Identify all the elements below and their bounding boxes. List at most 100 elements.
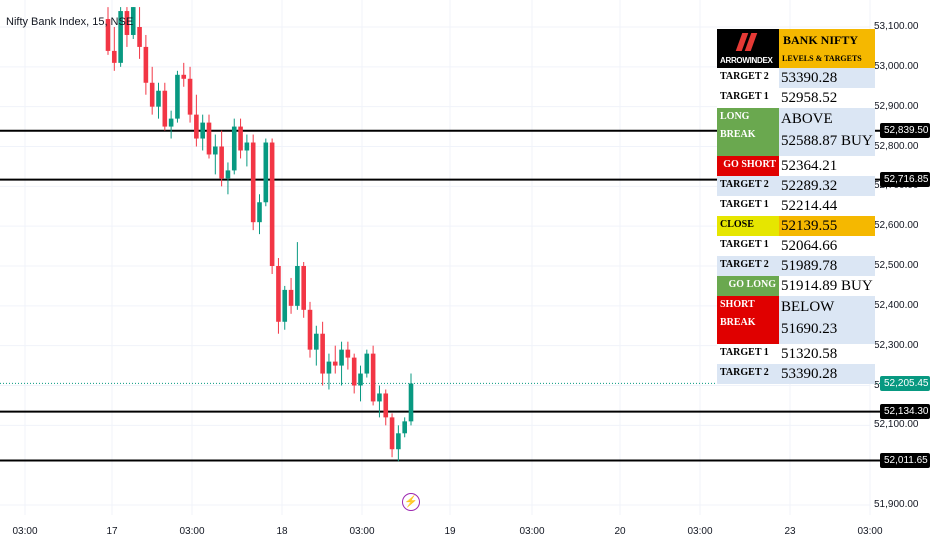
level-label: TARGET 2 xyxy=(717,364,779,384)
level-value: 52064.66 xyxy=(779,236,875,256)
table-header-box: BANK NIFTY LEVELS & TARGETS xyxy=(779,29,875,68)
x-tick-label: 03:00 xyxy=(857,526,883,537)
level-label: TARGET 2 xyxy=(717,68,779,88)
candle-body-36 xyxy=(332,361,338,366)
x-tick-label: 03:00 xyxy=(519,526,545,537)
level-value: 53390.28 xyxy=(779,68,875,88)
candle-body-37 xyxy=(339,349,344,366)
y-tick-label: 52,100.00 xyxy=(874,419,919,431)
candle-body-42 xyxy=(370,353,376,402)
x-tick-label: 18 xyxy=(276,526,288,537)
candles xyxy=(105,7,414,462)
lightning-icon[interactable]: ⚡ xyxy=(402,493,420,511)
table-title: BANK NIFTY xyxy=(783,33,859,47)
levels-row: CLOSE 52139.55 xyxy=(717,216,875,236)
price-label: 52,716.85 xyxy=(880,172,930,188)
grid-lines xyxy=(0,0,871,515)
candle-body-40 xyxy=(358,373,363,386)
level-value: 52958.52 xyxy=(779,88,875,108)
levels-row: TARGET 1 52214.44 xyxy=(717,196,875,216)
candle-body-0 xyxy=(105,19,111,51)
candle-body-22 xyxy=(244,142,250,151)
candle-body-38 xyxy=(345,349,351,358)
y-tick-label: 52,600.00 xyxy=(874,220,919,232)
levels-row: GO LONG 51914.89 BUY xyxy=(717,276,875,296)
level-label: TARGET 1 xyxy=(717,236,779,256)
levels-row: TARGET 2 51989.78 xyxy=(717,256,875,276)
levels-table: ARROWINDEX BANK NIFTY LEVELS & TARGETS T… xyxy=(717,29,875,384)
candle-body-35 xyxy=(326,361,332,374)
level-value: ABOVE 52588.87 BUY xyxy=(779,108,875,156)
candle-body-6 xyxy=(143,46,149,83)
levels-row: LONG BREAK ABOVE 52588.87 BUY xyxy=(717,108,875,156)
y-tick-label: 52,300.00 xyxy=(874,339,919,351)
levels-row: TARGET 2 52289.32 xyxy=(717,176,875,196)
candle-body-15 xyxy=(200,122,205,139)
level-label: CLOSE xyxy=(717,216,779,236)
levels-row: TARGET 1 52958.52 xyxy=(717,88,875,108)
candle-body-48 xyxy=(408,383,414,422)
candle-body-24 xyxy=(257,202,262,223)
level-label: GO LONG xyxy=(717,276,779,296)
level-value-line: 52588.87 BUY xyxy=(781,133,873,149)
level-value: 52364.21 SELL xyxy=(779,156,875,194)
level-label: SHORT BREAK xyxy=(717,296,779,344)
level-value: 51914.89 BUY xyxy=(779,276,875,296)
candle-body-9 xyxy=(162,90,168,127)
candle-body-44 xyxy=(383,393,389,418)
price-label: 52,134.30 xyxy=(880,404,930,420)
candle-body-18 xyxy=(219,146,224,179)
x-tick-label: 03:00 xyxy=(179,526,205,537)
level-value-line: BELOW xyxy=(781,299,835,315)
candle-body-2 xyxy=(118,11,123,63)
x-tick-label: 03:00 xyxy=(349,526,375,537)
candle-body-23 xyxy=(250,142,256,223)
y-tick-label: 52,800.00 xyxy=(874,140,919,152)
candle-body-17 xyxy=(213,146,218,155)
price-label: 52,011.65 xyxy=(880,453,930,469)
candle-body-3 xyxy=(124,11,130,35)
x-tick-label: 17 xyxy=(106,526,118,537)
candle-body-29 xyxy=(288,289,294,306)
candle-body-46 xyxy=(396,433,401,450)
candle-body-41 xyxy=(364,353,370,374)
levels-row: TARGET 1 52064.66 xyxy=(717,236,875,256)
levels-table-header: ARROWINDEX BANK NIFTY LEVELS & TARGETS xyxy=(717,29,875,68)
candle-body-31 xyxy=(301,266,306,310)
candle-body-26 xyxy=(269,142,275,266)
candle-body-45 xyxy=(389,417,395,450)
level-label: LONG BREAK xyxy=(717,108,779,156)
level-label: TARGET 1 xyxy=(717,196,779,216)
candle-body-21 xyxy=(238,126,243,151)
y-tick-label: 52,900.00 xyxy=(874,100,919,112)
candle-body-13 xyxy=(187,78,193,115)
candle-body-14 xyxy=(194,114,199,139)
candle-body-28 xyxy=(282,289,288,322)
candle-body-39 xyxy=(351,357,357,386)
level-label: TARGET 1 xyxy=(717,88,779,108)
chart-title: Nifty Bank Index, 15, NSE xyxy=(6,16,134,28)
candle-body-34 xyxy=(320,333,325,374)
y-tick-label: 53,000.00 xyxy=(874,60,919,72)
price-label: 52,205.45 xyxy=(880,375,930,391)
candle-body-1 xyxy=(112,50,117,63)
candle-body-8 xyxy=(156,90,161,107)
candle-body-43 xyxy=(377,393,382,402)
candle-body-25 xyxy=(263,142,269,203)
x-tick-label: 19 xyxy=(444,526,456,537)
y-tick-label: 52,400.00 xyxy=(874,299,919,311)
y-tick-label: 53,100.00 xyxy=(874,21,919,32)
x-tick-label: 23 xyxy=(784,526,796,537)
candle-body-27 xyxy=(276,266,281,322)
level-value: 52139.55 xyxy=(779,216,875,236)
candle-body-12 xyxy=(181,74,187,79)
level-label: TARGET 1 xyxy=(717,344,779,364)
level-value-line: ABOVE xyxy=(781,111,833,127)
levels-row: TARGET 1 51320.58 xyxy=(717,344,875,364)
y-tick-label: 51,900.00 xyxy=(874,499,919,510)
level-value: 51320.58 xyxy=(779,344,875,364)
candle-body-4 xyxy=(130,7,136,35)
